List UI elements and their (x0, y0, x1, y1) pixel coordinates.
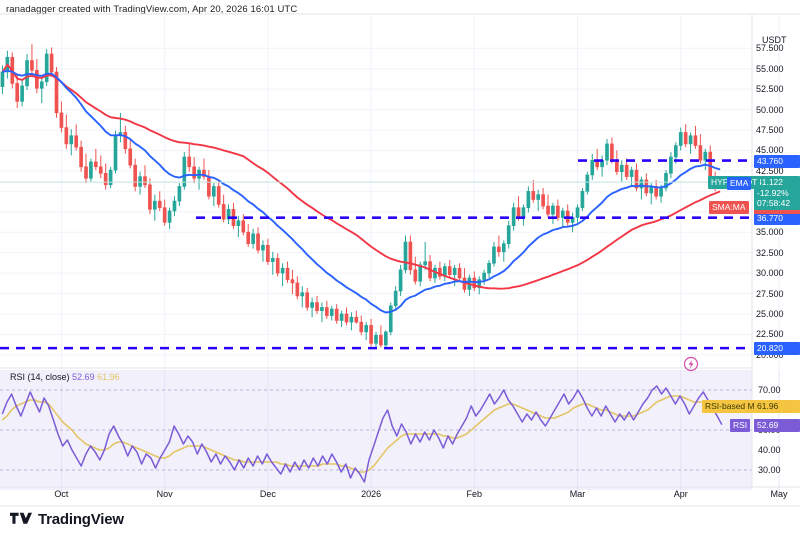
price-axis[interactable]: USDT 57.500 55.000 52.500 50.000 47.500 45.00… (752, 15, 800, 485)
rsi-value-tag[interactable]: 52.69 (754, 418, 800, 432)
time-axis-tick: Apr (673, 489, 688, 499)
rsi-ma-tag[interactable]: RSI-based MA (702, 400, 764, 414)
price-axis-tick: 47.500 (756, 125, 784, 135)
price-axis-tick: 25.000 (756, 308, 784, 319)
price-axis-tick: 27.500 (756, 288, 784, 299)
price-axis-tick: 50.000 (756, 104, 784, 115)
alert-flash-icon (683, 356, 699, 372)
price-axis-unit: USDT (762, 35, 787, 45)
rsi-legend-label: RSI (14, close) (10, 372, 70, 382)
time-axis-tick: Feb (466, 489, 483, 499)
rsi-legend-value: 52.69 (72, 372, 95, 382)
tradingview-logo-icon (10, 512, 32, 524)
price-tag-last-last-price: 41.122 (757, 177, 783, 188)
time-axis-tick: 2026 (361, 489, 382, 499)
time-axis-tick: Nov (156, 489, 173, 499)
price-tag-resistance[interactable]: 43.760 (754, 154, 800, 168)
price-tag-last-countdown: 07:58:42 (757, 198, 791, 209)
price-axis-tick: 35.000 (756, 227, 784, 238)
rsi-axis-tick: 30.00 (758, 465, 781, 475)
price-axis-tick: 52.500 (756, 84, 784, 95)
rsi-axis-tick: 40.00 (758, 445, 781, 455)
price-tag-support[interactable]: 20.820 (754, 342, 800, 356)
price-axis-tick: 45.000 (756, 145, 784, 156)
price-axis-tick: 42.500 (756, 165, 784, 176)
time-axis-tick: Dec (259, 489, 276, 499)
tradingview-brand: TradingView (38, 511, 124, 528)
rsi-legend-ma-value: 61.96 (97, 372, 120, 382)
sma-tag[interactable]: SMA:MA (709, 200, 749, 214)
price-tag-last-last-change: -12.92% (757, 187, 789, 198)
price-tag-last[interactable]: 41.122 -12.92% 07:58:42 (754, 176, 800, 210)
rsi-tag[interactable]: RSI (730, 418, 751, 432)
time-axis-tick: Mar (569, 489, 586, 499)
time-axis-tick: May (770, 489, 788, 499)
price-axis-tick: 22.500 (756, 329, 784, 340)
rsi-axis-tick: 70.00 (758, 385, 781, 395)
price-axis-tick: 32.500 (756, 247, 784, 258)
price-axis-tick: 30.000 (756, 268, 784, 279)
price-tag-mid-level[interactable]: 36.770 (754, 211, 800, 225)
ema-tag[interactable]: EMA (727, 176, 752, 190)
rsi-ma-value-tag[interactable]: 61.96 (754, 400, 800, 414)
attribution-text: ranadagger created with TradingView.com,… (6, 4, 298, 15)
tradingview-footer: TradingView (10, 511, 124, 528)
price-axis-tick: 57.500 (756, 43, 784, 54)
price-axis-tick: 55.000 (756, 63, 784, 74)
time-axis-tick: Oct (54, 489, 69, 499)
time-axis[interactable]: Oct Nov Dec 2026 Feb Mar Apr May (0, 489, 787, 507)
rsi-legend[interactable]: RSI (14, close) 52.69 61.96 (10, 372, 120, 382)
